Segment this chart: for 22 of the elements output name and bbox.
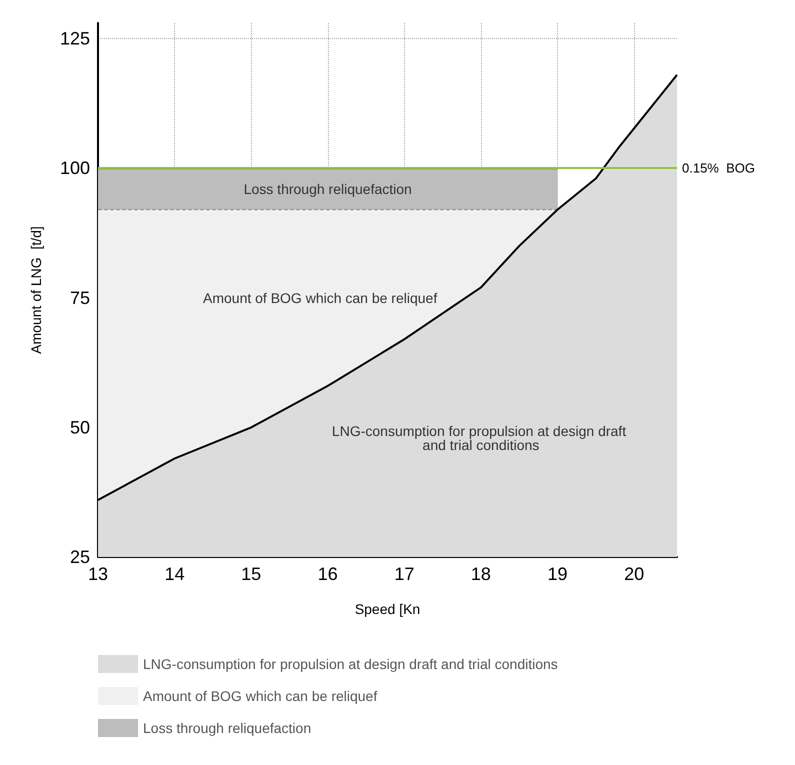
legend-label: Amount of BOG which can be reliquef [143,688,378,704]
legend-label: Loss through reliquefaction [143,720,312,736]
x-tick-label: 19 [548,564,568,584]
x-tick-label: 14 [164,564,185,584]
y-tick-label: 50 [70,417,90,438]
x-tick-label: 18 [470,564,491,584]
y-tick-label: 75 [70,288,90,308]
x-axis-title: Speed [Kn [354,601,420,617]
y-tick-label: 25 [70,547,90,567]
x-tick-label: 15 [241,564,262,584]
y-axis-title: Amount of LNG [t/d] [28,226,44,354]
annotation: Loss through reliquefaction [244,180,412,197]
y-tick-label: 100 [60,158,90,178]
x-tick-label: 17 [394,564,414,584]
x-tick-label: 16 [318,564,338,584]
ref-line-label: 0.15% BOG [682,160,755,176]
annotation: LNG-consumption for propulsion at design draft and trial conditions [332,422,630,453]
x-tick-label: 13 [88,564,108,584]
annotation: Amount of BOG which can be reliquef [202,290,438,306]
legend-label: LNG-consumption for propulsion at design draft and trial conditions [143,656,558,672]
y-tick-label: 125 [60,28,90,49]
x-tick-label: 20 [624,564,644,584]
